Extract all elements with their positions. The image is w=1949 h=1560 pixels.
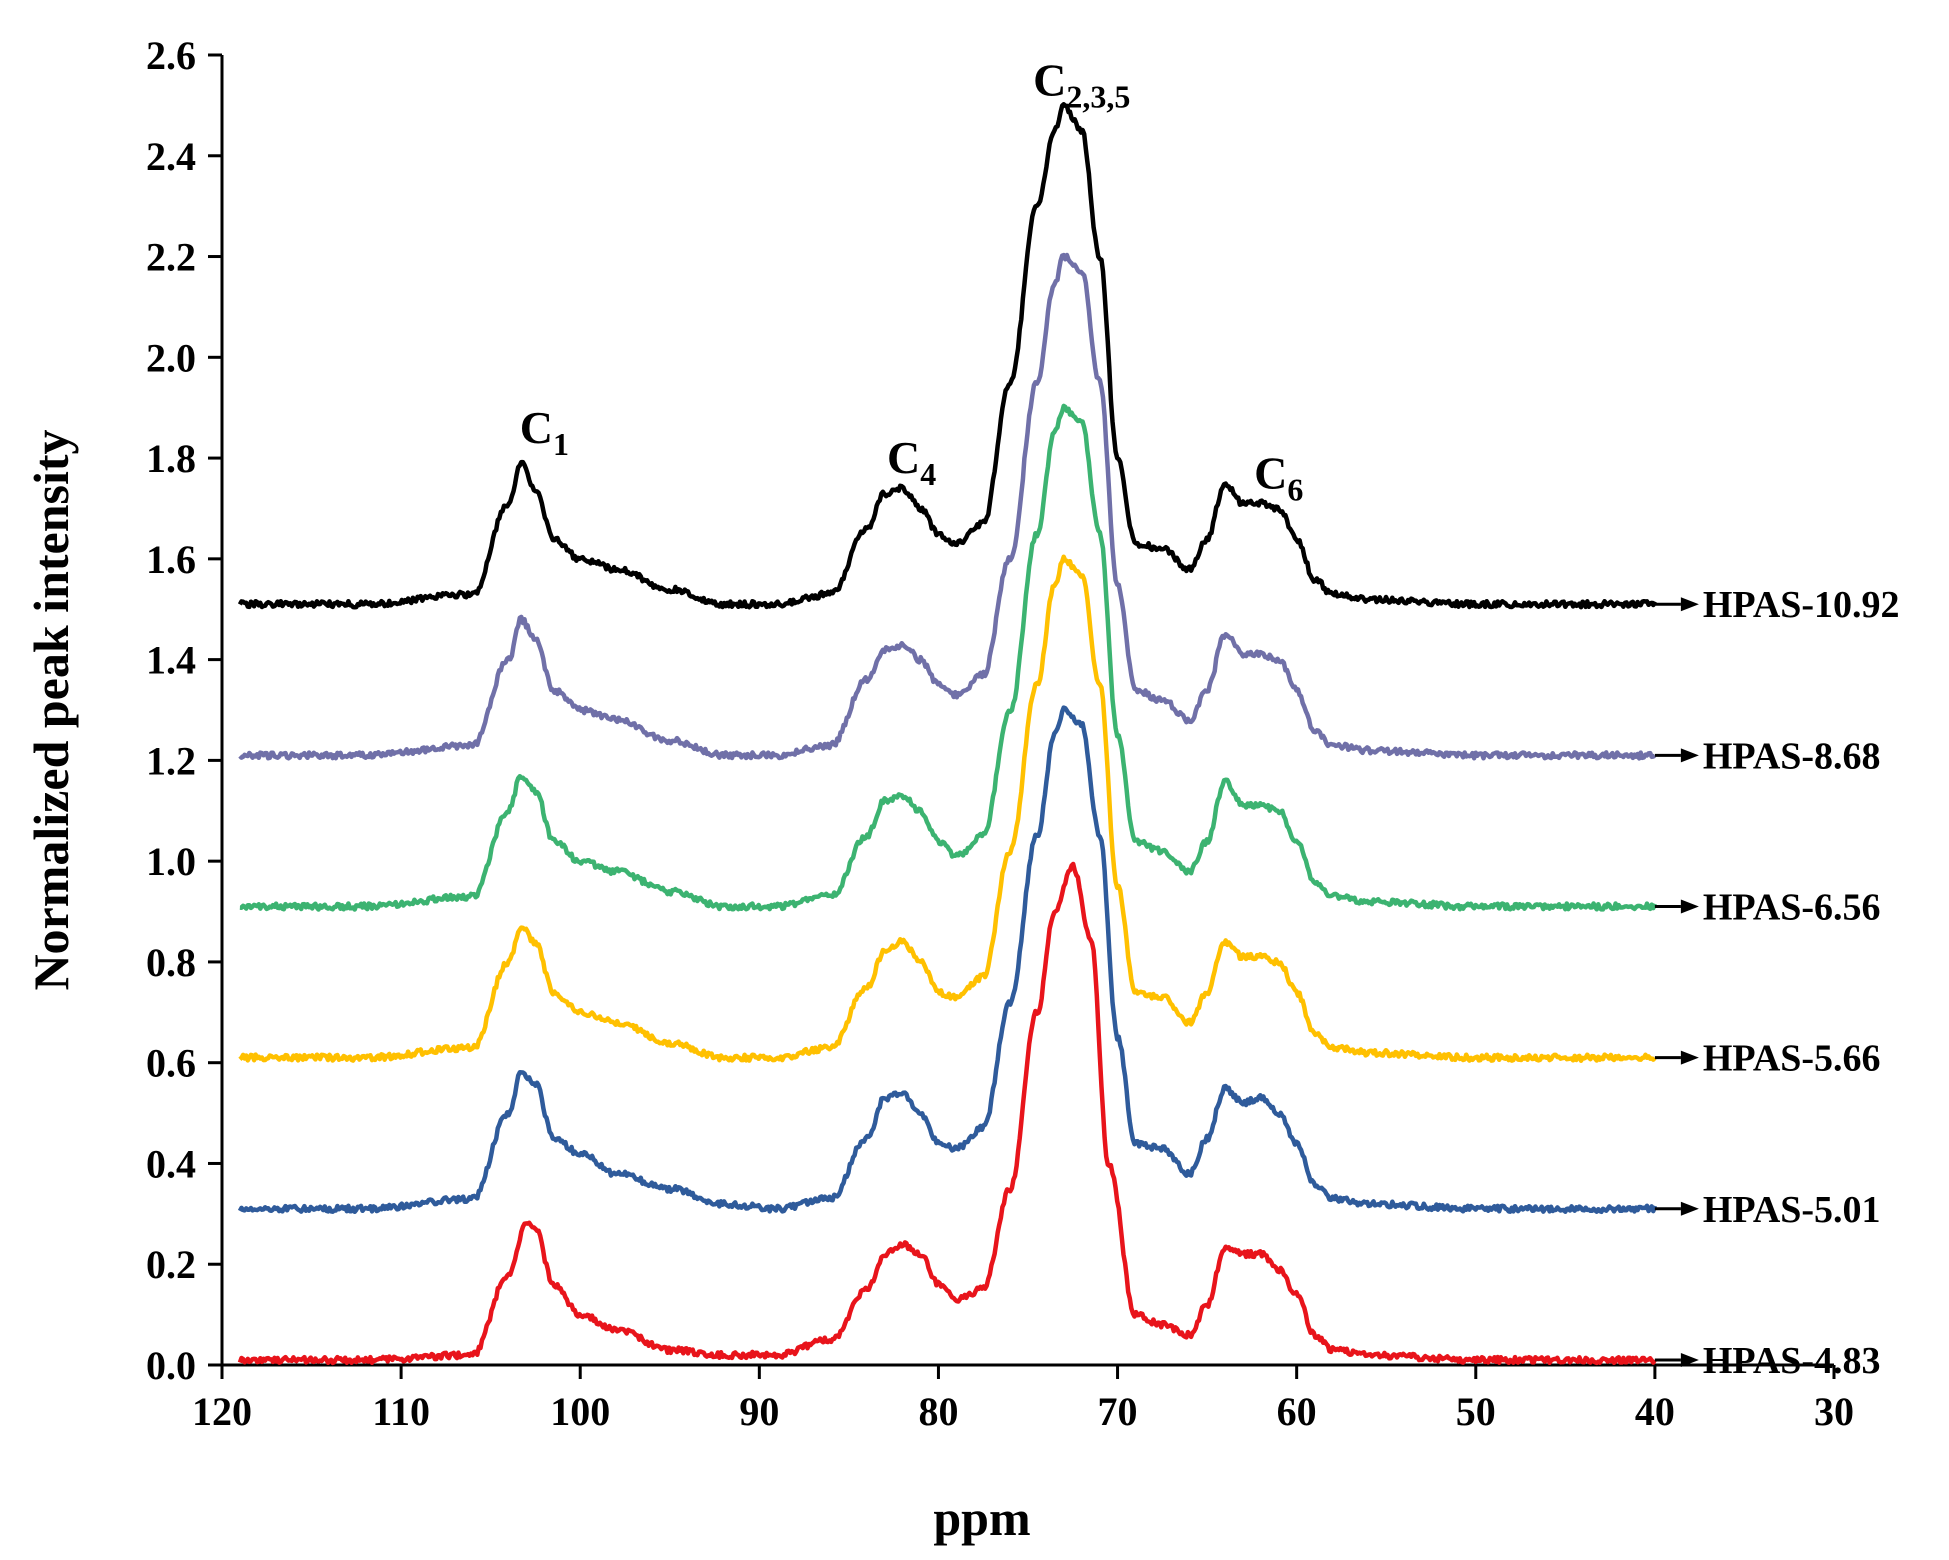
series-label: HPAS-5.66 bbox=[1703, 1038, 1881, 1080]
series-label: HPAS-4.83 bbox=[1703, 1340, 1881, 1382]
x-axis-title: ppm bbox=[933, 1490, 1030, 1546]
x-tick-label: 60 bbox=[1277, 1389, 1317, 1434]
y-tick-label: 1.8 bbox=[146, 436, 196, 481]
y-tick-label: 0.8 bbox=[146, 940, 196, 985]
x-ticks: 120 110 100 90 80 70 60 50 40 30 bbox=[192, 1365, 1854, 1434]
series-line-hpas-5-66 bbox=[238, 554, 1657, 1063]
peak-label-subscript: 6 bbox=[1287, 471, 1303, 507]
peak-label-subscript: 4 bbox=[920, 456, 936, 492]
axes bbox=[220, 55, 1834, 1367]
peak-label: C1 bbox=[520, 402, 569, 462]
y-tick-label: 2.6 bbox=[146, 33, 196, 78]
y-tick-label: 1.2 bbox=[146, 738, 196, 783]
series-line-hpas-5-01 bbox=[237, 705, 1658, 1215]
peak-label-base: C bbox=[1254, 447, 1287, 498]
x-tick-label: 100 bbox=[550, 1389, 610, 1434]
peak-label-subscript: 2,3,5 bbox=[1066, 78, 1130, 114]
y-tick-label: 0.6 bbox=[146, 1041, 196, 1086]
y-tick-label: 1.0 bbox=[146, 839, 196, 884]
series-group bbox=[237, 102, 1658, 1366]
x-tick-label: 30 bbox=[1814, 1389, 1854, 1434]
y-tick-label: 2.0 bbox=[146, 335, 196, 380]
series-line-hpas-6-56 bbox=[239, 403, 1658, 912]
y-tick-label: 1.6 bbox=[146, 537, 196, 582]
peak-label-base: C bbox=[520, 402, 553, 453]
y-tick-label: 0.4 bbox=[146, 1141, 196, 1186]
arrow-head-icon bbox=[1680, 1352, 1699, 1367]
arrow-head-icon bbox=[1680, 1050, 1699, 1065]
x-tick-label: 90 bbox=[739, 1389, 779, 1434]
x-tick-label: 120 bbox=[192, 1389, 252, 1434]
series-line-hpas-10-92 bbox=[237, 102, 1657, 610]
peak-label-base: C bbox=[887, 432, 920, 483]
series-line-hpas-4-83 bbox=[237, 861, 1657, 1366]
peak-label-subscript: 1 bbox=[553, 426, 569, 462]
arrow-head-icon bbox=[1680, 748, 1699, 763]
x-tick-label: 80 bbox=[918, 1389, 958, 1434]
y-axis-title: Normalized peak intensity bbox=[23, 429, 79, 990]
peak-label-base: C bbox=[1033, 54, 1066, 105]
x-tick-label: 40 bbox=[1635, 1389, 1675, 1434]
series-label: HPAS-6.56 bbox=[1703, 887, 1881, 929]
y-tick-label: 2.2 bbox=[146, 235, 196, 280]
series-line-hpas-8-68 bbox=[238, 252, 1656, 761]
series-label: HPAS-8.68 bbox=[1703, 735, 1881, 777]
series-labels: HPAS-4.83 HPAS-5.01 HPAS-5.66 HPAS-6.56 HPAS… bbox=[1654, 584, 1900, 1382]
series-label: HPAS-10.92 bbox=[1703, 584, 1900, 626]
x-tick-label: 110 bbox=[372, 1389, 430, 1434]
peak-label: C6 bbox=[1254, 447, 1303, 507]
x-tick-label: 70 bbox=[1098, 1389, 1138, 1434]
x-tick-label: 50 bbox=[1456, 1389, 1496, 1434]
series-label: HPAS-5.01 bbox=[1703, 1189, 1881, 1231]
y-tick-label: 0.0 bbox=[146, 1343, 196, 1388]
y-tick-label: 2.4 bbox=[146, 134, 196, 179]
y-tick-label: 1.4 bbox=[146, 638, 196, 683]
y-ticks: 0.0 0.2 0.4 0.6 0.8 1.0 1.2 1.4 1.6 1.8 2.0 2.2 2.4 2… bbox=[146, 33, 222, 1388]
y-tick-label: 0.2 bbox=[146, 1242, 196, 1287]
peak-label: C4 bbox=[887, 432, 936, 492]
arrow-head-icon bbox=[1680, 1201, 1699, 1216]
arrow-head-icon bbox=[1680, 597, 1699, 612]
peak-label: C2,3,5 bbox=[1033, 54, 1130, 114]
arrow-head-icon bbox=[1680, 899, 1699, 914]
